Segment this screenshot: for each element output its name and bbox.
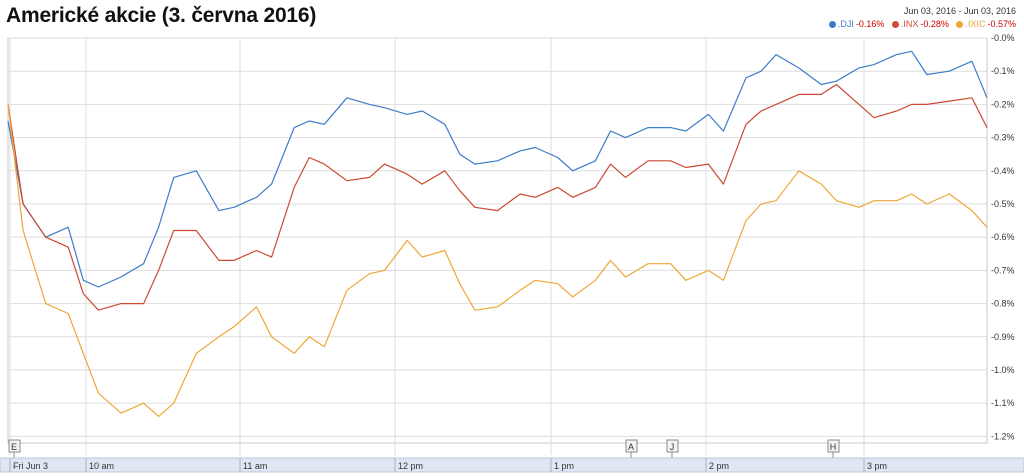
x-tick-label: 11 am [243, 461, 267, 471]
legend-symbol: .INX [900, 19, 919, 29]
y-tick-label: -1.1% [991, 398, 1015, 408]
x-tick-label: Fri Jun 3 [13, 461, 48, 471]
x-tick-label: 1 pm [554, 461, 574, 471]
legend-symbol: .IXIC [965, 19, 986, 29]
series-dot-icon [828, 21, 836, 28]
y-tick-label: -0.3% [991, 133, 1015, 143]
event-marker-label: H [830, 442, 837, 452]
legend-change: -0.57% [987, 19, 1016, 29]
y-tick-label: -1.2% [991, 431, 1015, 441]
event-marker-label: E [11, 442, 17, 452]
series-line-ixic [7, 104, 988, 417]
legend-symbol: .DJI [837, 19, 854, 29]
gridlines [7, 37, 988, 455]
event-marker-flag[interactable] [666, 439, 679, 453]
series-line-inx [7, 83, 988, 311]
y-tick-label: -0.6% [991, 232, 1015, 242]
y-tick-label: -1.0% [991, 365, 1015, 375]
y-tick-label: -0.9% [991, 332, 1015, 342]
x-axis-band [0, 457, 1024, 473]
y-tick-label: -0.8% [991, 299, 1015, 309]
plot-border [7, 37, 988, 444]
x-tick-label: 10 am [89, 461, 114, 471]
legend-change: -0.16% [855, 19, 885, 29]
chart-title: Americké akcie (3. června 2016) [6, 4, 317, 27]
y-tick-label: -0.0% [991, 33, 1015, 43]
x-axis: Fri Jun 3 10 am 11 am 12 pm 1 pm 2 pm 3 pm [0, 457, 1024, 473]
series-dot-icon [956, 21, 964, 28]
series-dot-icon [891, 21, 899, 28]
y-tick-label: -0.4% [991, 166, 1015, 176]
y-tick-label: -0.5% [991, 199, 1015, 209]
legend-item-inx[interactable]: .INX -0.28% [891, 19, 949, 29]
x-tick-label: 3 pm [867, 461, 887, 471]
legend-change: -0.28% [920, 19, 949, 29]
event-marker-label: J [670, 442, 675, 452]
date-range: Jun 03, 2016 - Jun 03, 2016 [903, 6, 1016, 16]
y-tick-label: -0.7% [991, 265, 1015, 275]
series-lines [7, 50, 988, 417]
series-line-dji [7, 50, 988, 288]
x-tick-label: 2 pm [709, 461, 729, 471]
event-marker-flag[interactable] [625, 439, 638, 453]
legend: .DJI -0.16% .INX -0.28% .IXIC -0.57% [824, 19, 1016, 29]
y-axis-ticks: -0.0% -0.1% -0.2% -0.3% -0.4% -0.5% -0.6% -0.7%… [991, 33, 1015, 441]
y-tick-label: -0.1% [991, 66, 1015, 76]
event-marker-label: A [628, 442, 634, 452]
y-tick-label: -0.2% [991, 99, 1015, 109]
event-marker-flag[interactable] [827, 439, 840, 453]
event-marker-flag[interactable] [8, 439, 21, 453]
x-tick-label: 12 pm [398, 461, 423, 471]
legend-item-ixic[interactable]: .IXIC -0.57% [956, 19, 1016, 29]
legend-item-dji[interactable]: .DJI -0.16% [828, 19, 885, 29]
